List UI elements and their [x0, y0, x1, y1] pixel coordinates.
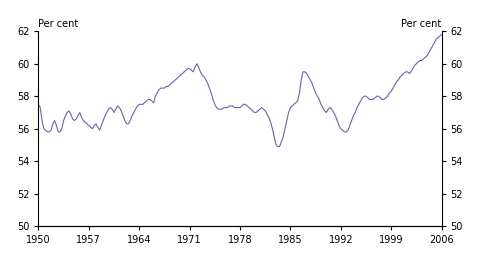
Text: Per cent: Per cent	[38, 19, 79, 29]
Text: Per cent: Per cent	[401, 19, 442, 29]
